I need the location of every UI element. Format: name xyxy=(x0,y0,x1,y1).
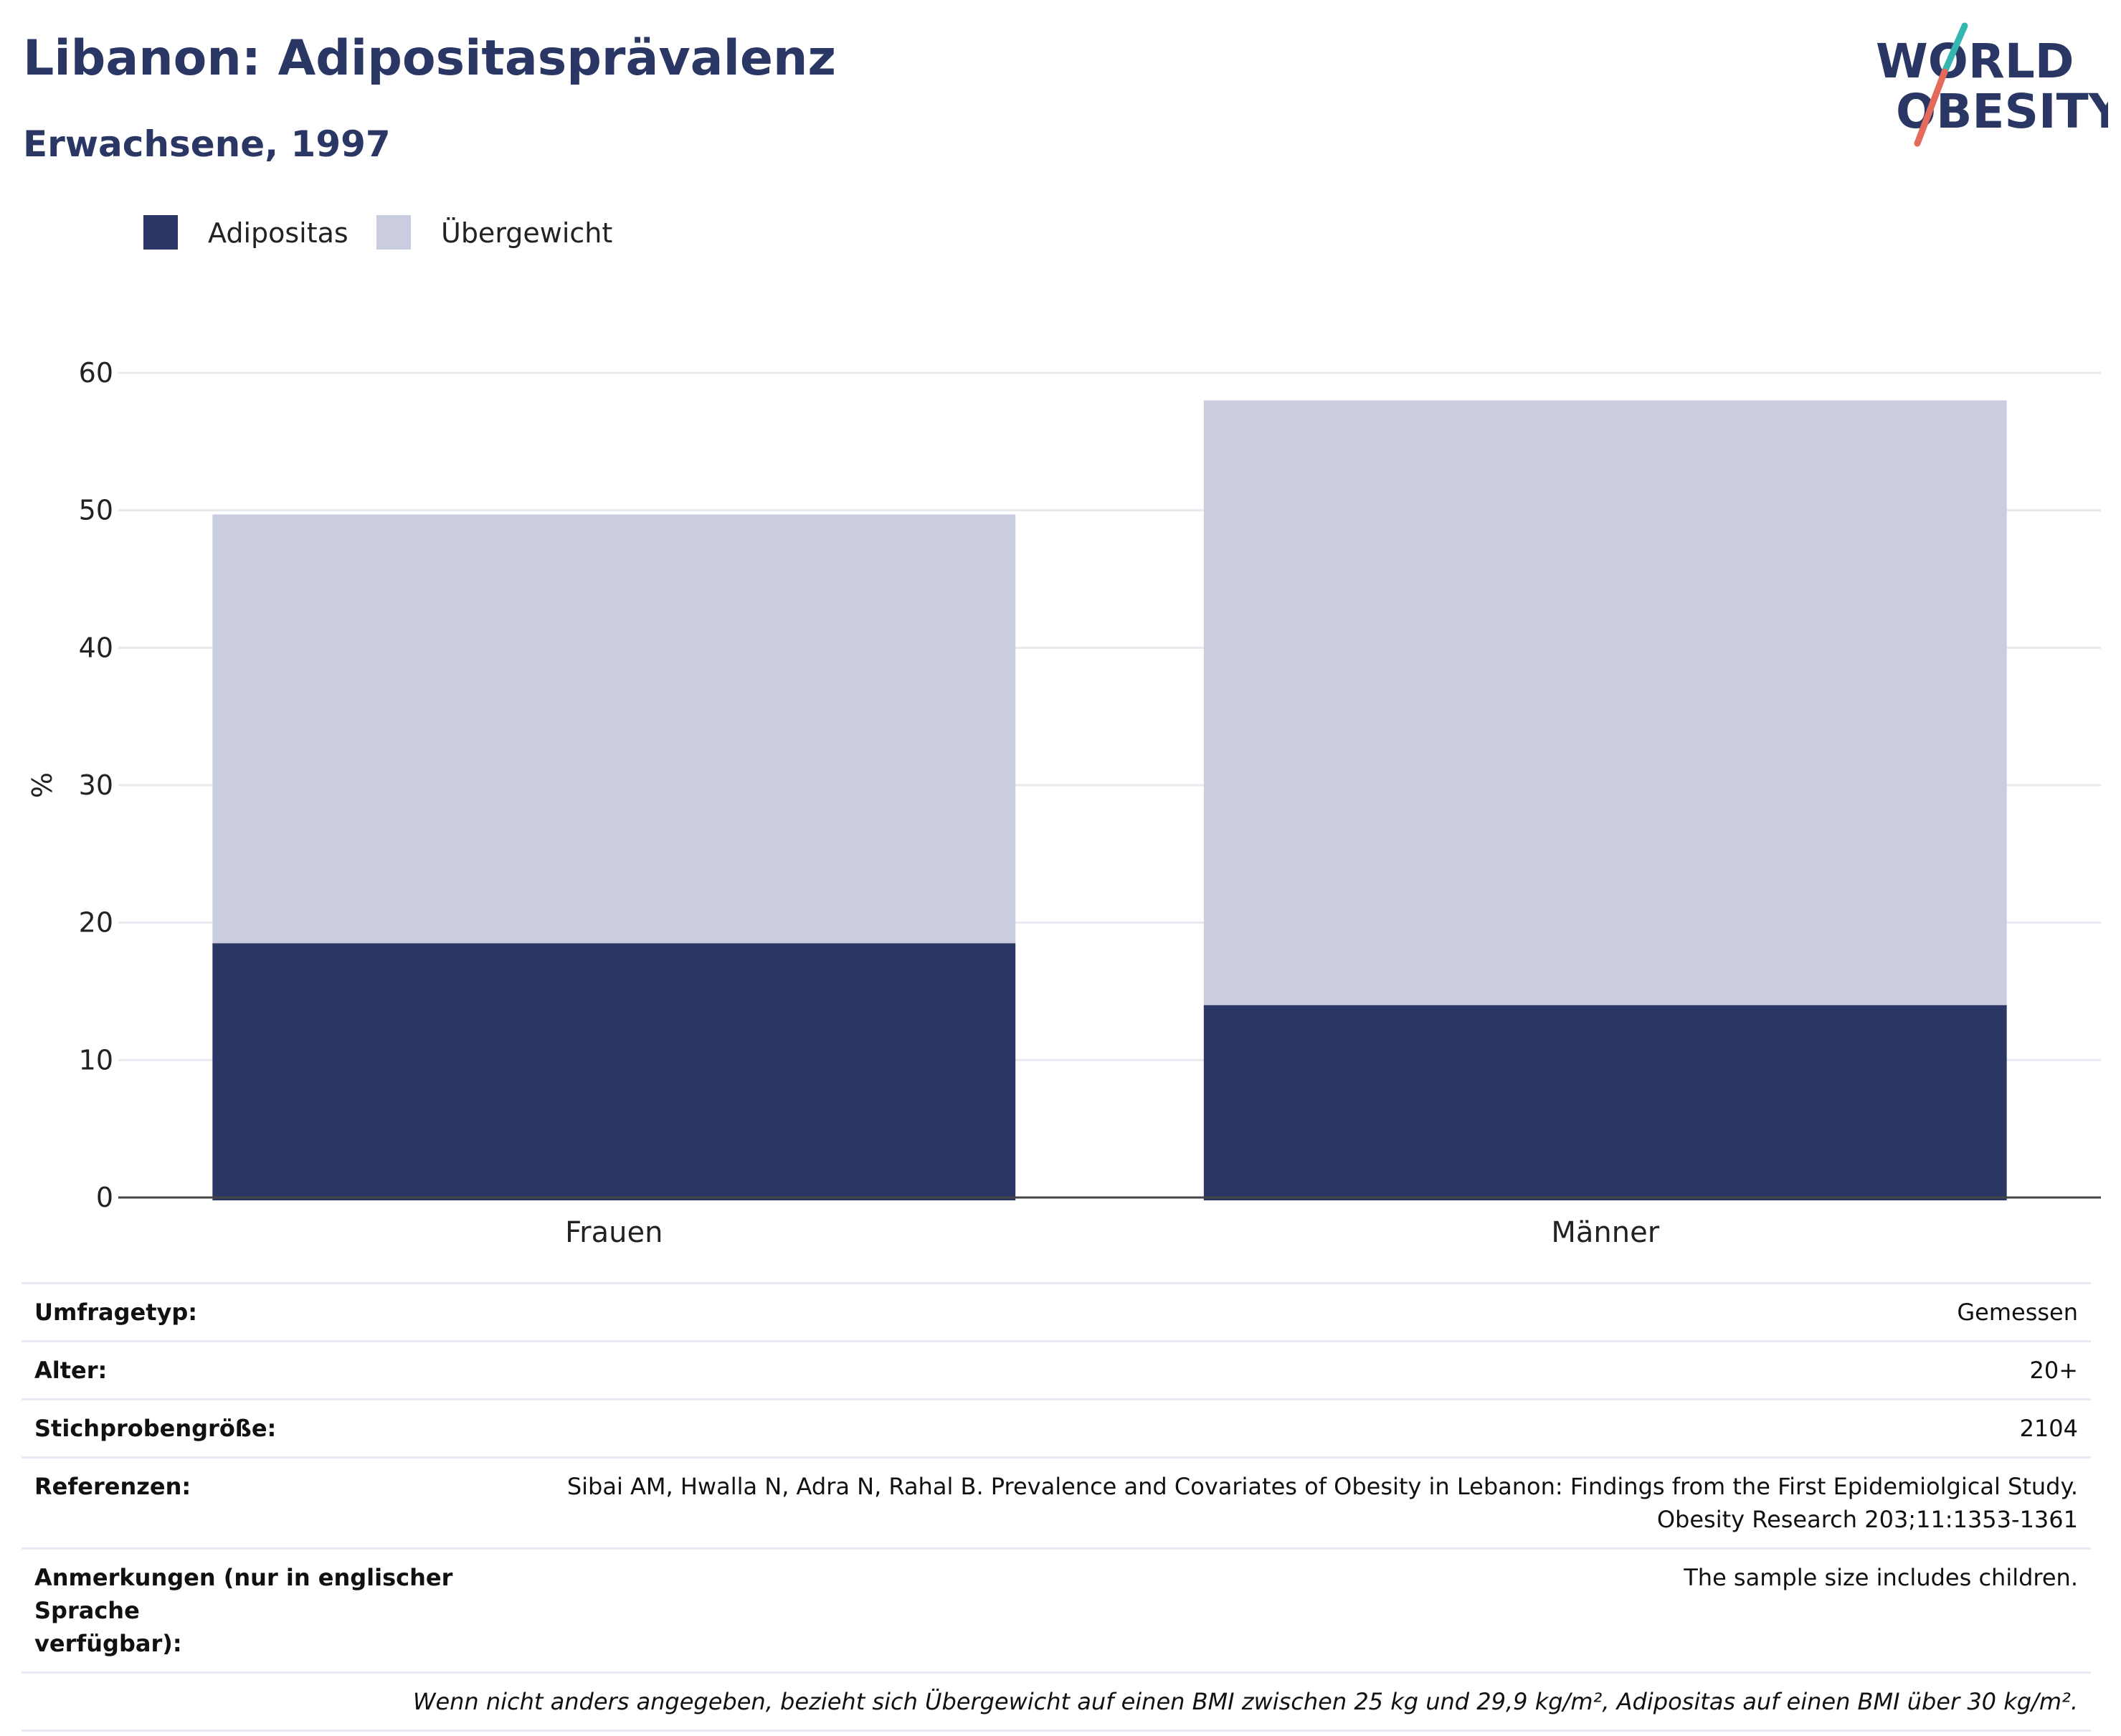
footnote-row: Wenn nicht anders angegeben, bezieht sic… xyxy=(22,1671,2091,1732)
metadata-value: Gemessen xyxy=(551,1282,2091,1342)
y-tick-label: 50 xyxy=(79,495,113,526)
y-axis: 0 10 20 30 40 50 60% xyxy=(27,357,113,1213)
world-obesity-logo: WORLD OBESITY xyxy=(1876,22,2108,147)
bar-overweight-1 xyxy=(1203,400,2007,1005)
metadata-text-line: verfügbar): xyxy=(34,1630,182,1657)
chart-legend: Adipositas Übergewicht xyxy=(143,215,612,250)
metadata-value: The sample size includes children. xyxy=(551,1547,2091,1673)
bar-obesity-1 xyxy=(1203,1005,2007,1200)
bar-obesity-0 xyxy=(212,943,1016,1200)
chart-bars xyxy=(212,400,2007,1200)
legend-label: Übergewicht xyxy=(441,217,612,249)
y-tick-label: 40 xyxy=(79,632,113,663)
legend-swatch xyxy=(376,215,411,250)
metadata-text-line: Anmerkungen (nur in englischer Sprache xyxy=(34,1564,453,1624)
metadata-label: Referenzen: xyxy=(22,1456,551,1549)
y-tick-label: 20 xyxy=(79,907,113,939)
logo-slash-coral xyxy=(1914,68,1948,147)
y-tick-label: 30 xyxy=(79,769,113,801)
stacked-bar-chart: Adipositas Übergewicht 0 10 20 30 40 50 60% Fra… xyxy=(27,215,2101,1249)
metadata-label: Anmerkungen (nur in englischer Sprache ve… xyxy=(22,1547,551,1673)
metadata-value: Sibai AM, Hwalla N, Adra N, Rahal B. Pre… xyxy=(551,1456,2091,1549)
survey-metadata-table: Umfragetyp: Gemessen Alter: 20+ Stichprobeng… xyxy=(22,1282,2091,1732)
x-category-label: Frauen xyxy=(565,1216,663,1249)
metadata-value: 2104 xyxy=(551,1398,2091,1458)
chart-title: Libanon: Adipositasprävalenz xyxy=(23,30,836,87)
bmi-definition-footnote: Wenn nicht anders angegeben, bezieht sic… xyxy=(22,1671,2091,1732)
chart-subtitle: Erwachsene, 1997 xyxy=(23,123,391,165)
bar-overweight-0 xyxy=(212,514,1016,944)
logo-line1: WORLD xyxy=(1876,34,2074,89)
y-tick-label: 10 xyxy=(79,1044,113,1076)
y-tick-label: 0 xyxy=(96,1182,113,1213)
metadata-text-line: Obesity Research 203;11:1353-1361 xyxy=(1656,1506,2078,1533)
metadata-text-line: Sibai AM, Hwalla N, Adra N, Rahal B. Pre… xyxy=(566,1473,2078,1500)
metadata-row: Umfragetyp: Gemessen xyxy=(22,1282,2091,1342)
metadata-label: Umfragetyp: xyxy=(22,1282,551,1342)
x-axis: Frauen Männer xyxy=(118,1196,2101,1249)
metadata-value: 20+ xyxy=(551,1340,2091,1400)
y-tick-label: 60 xyxy=(79,357,113,389)
y-axis-label: % xyxy=(27,772,58,798)
metadata-row: Referenzen: Sibai AM, Hwalla N, Adra N, R… xyxy=(22,1456,2091,1549)
legend-label: Adipositas xyxy=(208,217,348,249)
metadata-label: Alter: xyxy=(22,1340,551,1400)
metadata-label: Stichprobengröße: xyxy=(22,1398,551,1458)
metadata-row: Stichprobengröße: 2104 xyxy=(22,1398,2091,1458)
legend-swatch xyxy=(143,215,178,250)
metadata-row: Alter: 20+ xyxy=(22,1340,2091,1400)
logo-slash-teal xyxy=(1941,22,1968,75)
metadata-row: Anmerkungen (nur in englischer Sprache ve… xyxy=(22,1547,2091,1673)
x-category-label: Männer xyxy=(1551,1216,1659,1249)
